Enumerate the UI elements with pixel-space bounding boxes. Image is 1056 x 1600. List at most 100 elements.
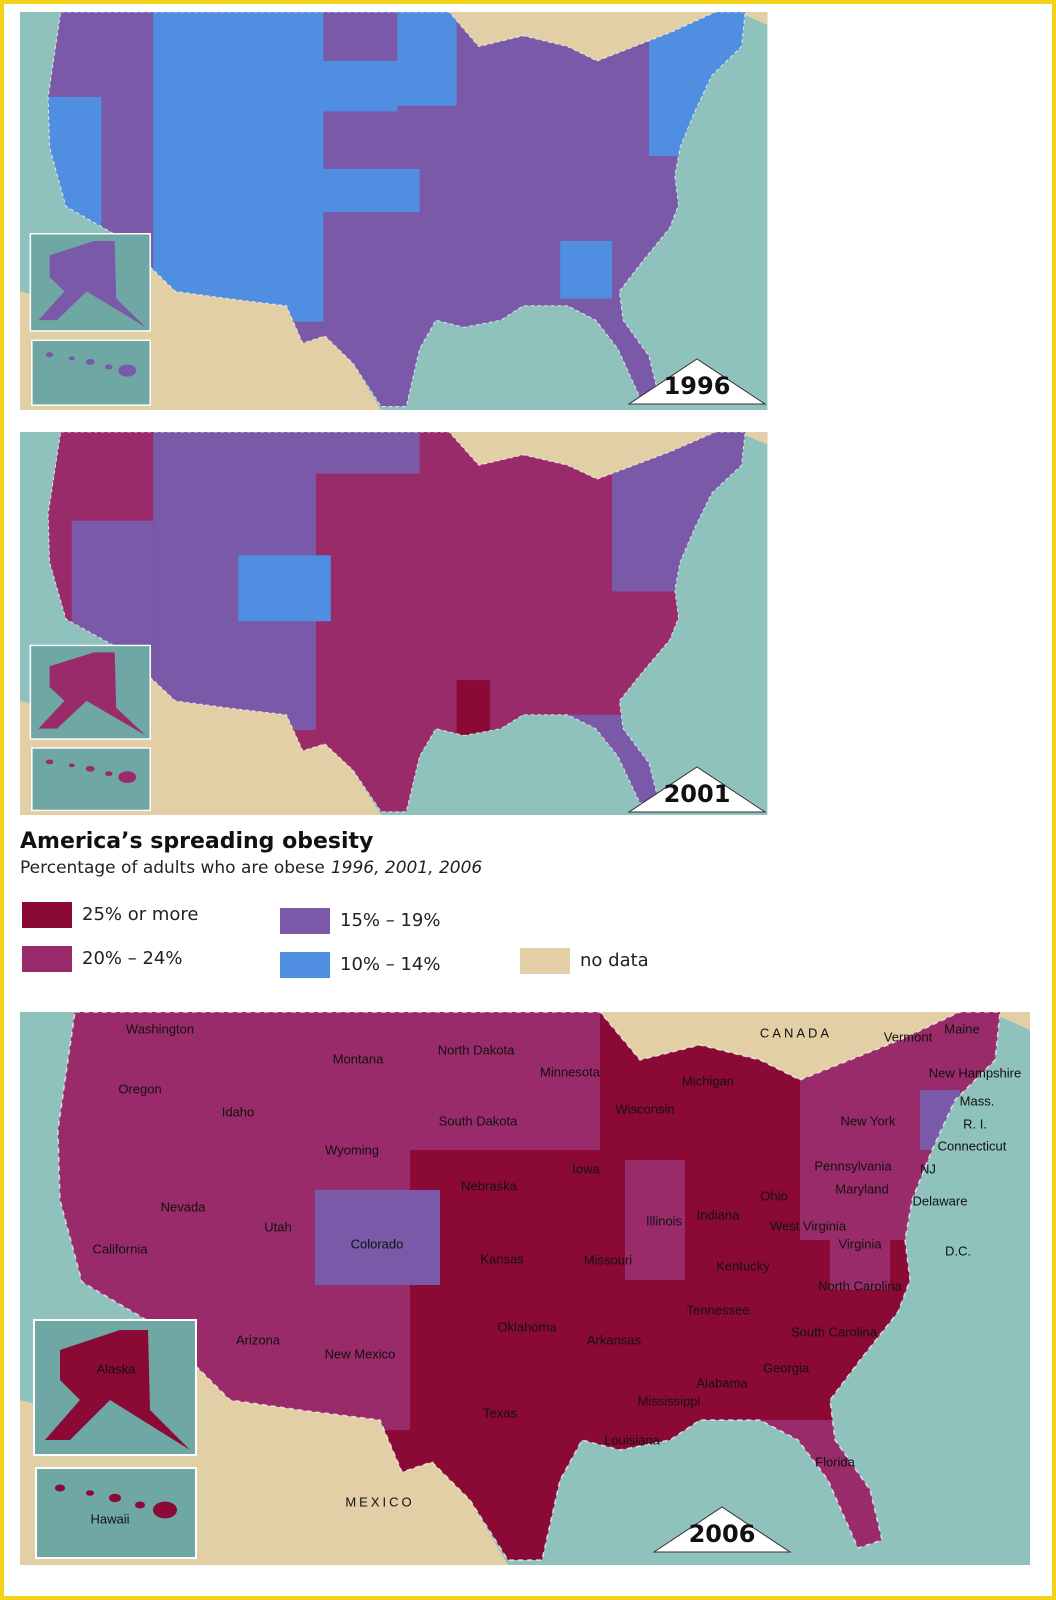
state-label: Pennsylvania: [814, 1158, 892, 1173]
state-label: New York: [841, 1113, 896, 1128]
map: [20, 1012, 1030, 1565]
state-label: Oregon: [118, 1081, 161, 1096]
usa-outline: [47, 12, 746, 408]
state-label: Colorado: [351, 1236, 404, 1251]
hawaii-island: [105, 771, 113, 777]
legend-swatch: [22, 946, 72, 972]
map-body: [20, 1012, 1030, 1565]
state-label: Hawaii: [90, 1511, 129, 1526]
legend-label: 20% – 24%: [82, 948, 182, 969]
state-label: Alabama: [696, 1375, 748, 1390]
state-region: [560, 240, 612, 299]
year-label: 2006: [689, 1520, 756, 1548]
legend-swatch: [22, 902, 72, 928]
hawaii-island: [45, 759, 54, 765]
state-label: NJ: [920, 1161, 936, 1176]
year-label: 1996: [664, 372, 731, 400]
state-label: Vermont: [884, 1029, 933, 1044]
alaska: [38, 240, 146, 328]
state-label: South Carolina: [791, 1324, 878, 1339]
state-region: [153, 12, 324, 322]
state-label: D.C.: [945, 1243, 971, 1258]
state-label: Arkansas: [587, 1332, 642, 1347]
maps: 1996 2001 2006: [20, 12, 1030, 1565]
state-label: Maine: [944, 1021, 979, 1036]
hawaii-island: [105, 364, 113, 370]
state-region: [308, 168, 420, 213]
state-label: Minnesota: [540, 1064, 601, 1079]
hawaii-island: [68, 763, 75, 768]
state-region: [830, 1240, 890, 1290]
state-label: Missouri: [584, 1252, 633, 1267]
hawaii-island: [45, 352, 54, 358]
legend-swatch: [280, 908, 330, 934]
hawaii-island: [135, 1501, 145, 1509]
state-label: California: [93, 1241, 149, 1256]
state-label: Florida: [815, 1454, 856, 1469]
legend-label: 15% – 19%: [340, 910, 440, 931]
year-label: 2001: [664, 780, 731, 808]
regions: [71, 432, 746, 812]
state-label: Georgia: [763, 1360, 810, 1375]
state-label: Montana: [333, 1051, 384, 1066]
state-region: [238, 555, 331, 622]
state-labels: Washington Oregon Idaho Montana North Dakota…: [90, 1021, 1021, 1526]
title: America’s spreading obesity: [20, 829, 373, 854]
state-label: Oklahoma: [497, 1319, 557, 1334]
state-label: Wisconsin: [615, 1101, 674, 1116]
state-region: [625, 1160, 685, 1280]
state-label: Idaho: [222, 1104, 255, 1119]
state-label: Delaware: [913, 1193, 968, 1208]
state-region: [315, 1190, 440, 1285]
state-label: Texas: [483, 1405, 517, 1420]
hawaii-island: [68, 356, 75, 361]
state-label: Maryland: [835, 1181, 888, 1196]
legend-label: 10% – 14%: [340, 954, 440, 975]
subtitle-years: 1996, 2001, 2006: [331, 858, 483, 878]
state-region: [308, 432, 420, 474]
hawaii-island: [85, 358, 95, 365]
legend-swatch: [280, 952, 330, 978]
state-label: New Hampshire: [929, 1065, 1021, 1080]
hawaii-island: [55, 1484, 65, 1492]
state-region: [410, 1012, 600, 1150]
map-body: [20, 12, 768, 410]
hawaii-island: [153, 1501, 177, 1519]
alaska: [45, 1330, 190, 1450]
hawaii-island: [118, 771, 137, 783]
state-label: Iowa: [572, 1161, 600, 1176]
state-label: North Dakota: [438, 1042, 515, 1057]
canada: [419, 12, 768, 61]
state-label: New Mexico: [325, 1346, 396, 1361]
subtitle-text: Percentage of adults who are obese: [20, 858, 325, 878]
state-label: Mass.: [960, 1093, 995, 1108]
state-label: Virginia: [838, 1236, 882, 1251]
state-region: [308, 60, 398, 112]
legend-swatch: [520, 948, 570, 974]
country-label: MEXICO: [345, 1494, 414, 1509]
state-region: [397, 12, 457, 106]
hawaii-island: [118, 364, 137, 377]
subtitle: Percentage of adults who are obese 1996, …: [20, 858, 482, 878]
legend: 25% or more 20% – 24% 15% – 19% 10% – 14% no…: [22, 902, 649, 978]
legend-label: no data: [580, 950, 649, 971]
state-label: Mississippi: [638, 1393, 701, 1408]
legend-label: 25% or more: [82, 904, 199, 925]
year-badge: [627, 766, 767, 813]
state-label: West Virginia: [770, 1218, 847, 1233]
state-label: Arizona: [236, 1332, 281, 1347]
hawaii-island: [86, 1490, 94, 1496]
state-label: Illinois: [646, 1213, 683, 1228]
state-label: Indiana: [697, 1207, 740, 1222]
state-label: Michigan: [682, 1073, 734, 1088]
state-label: Nebraska: [461, 1178, 517, 1193]
state-label: North Carolina: [818, 1278, 903, 1293]
alaska: [38, 652, 146, 736]
canada: [449, 432, 768, 480]
country-label: CANADA: [760, 1025, 832, 1040]
state-label: Kansas: [480, 1251, 524, 1266]
map: [20, 12, 768, 410]
state-label: Louisiana: [604, 1432, 660, 1447]
state-label: Washington: [126, 1021, 194, 1036]
